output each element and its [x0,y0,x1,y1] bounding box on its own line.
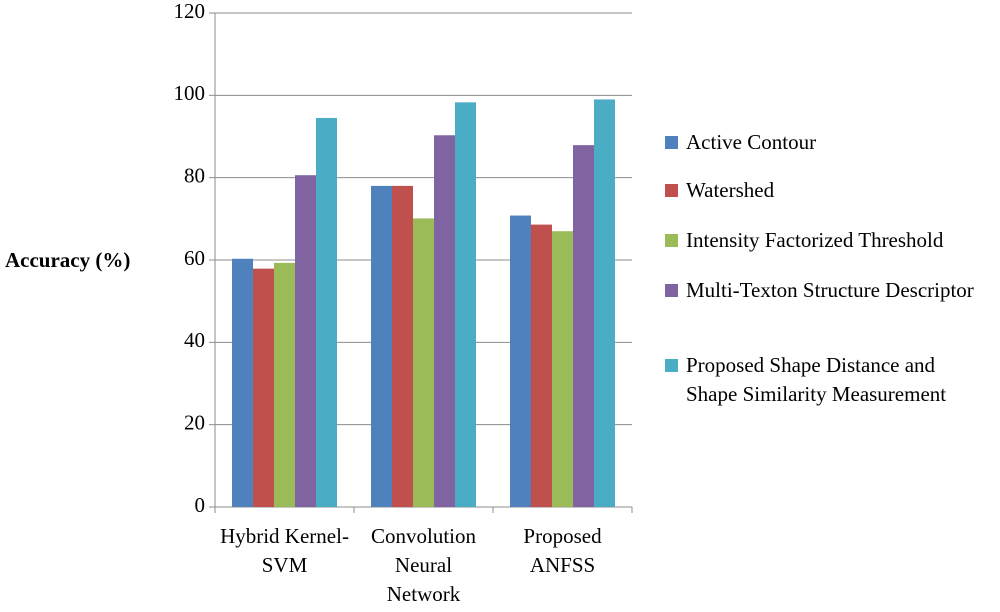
bar [392,185,413,507]
y-tick-label: 40 [184,328,205,352]
bar [552,231,573,507]
legend-item: Watershed [665,176,985,205]
y-tick-label: 20 [184,410,205,434]
legend-swatch [665,359,678,372]
x-tick-label: Convolution Neural Network [370,524,476,606]
y-tick-label: 100 [174,81,206,105]
legend-swatch [665,184,678,197]
bar [573,145,594,507]
legend-item: Proposed Shape Distance and Shape Simila… [665,351,985,409]
y-tick-label: 80 [184,163,205,187]
legend-swatch [665,136,678,149]
legend-label: Active Contour [686,130,817,154]
bar [274,262,295,507]
bar [510,215,531,508]
legend-swatch [665,234,678,247]
bar [531,224,552,507]
legend-label: Proposed Shape Distance and Shape Simila… [686,353,947,406]
legend-swatch [665,284,678,297]
bar [232,258,253,507]
bar [371,185,392,507]
legend-label: Multi-Texton Structure Descriptor [686,278,974,302]
legend-item: Intensity Factorized Threshold [665,226,985,255]
legend-label: Intensity Factorized Threshold [686,228,944,252]
y-tick-label: 0 [195,493,206,517]
bar [295,175,316,508]
bar [413,218,434,507]
y-tick-label: 60 [184,246,205,270]
x-tick-label: Hybrid Kernel-SVM [220,524,349,577]
legend-item: Active Contour [665,128,985,157]
bar [455,102,476,507]
y-axis-label: Accuracy (%) [5,248,130,272]
legend-item: Multi-Texton Structure Descriptor [665,276,985,305]
x-tick-label: Proposed ANFSS [523,524,602,577]
bar [594,99,615,507]
bar [253,268,274,507]
bar [316,117,337,507]
y-tick-label: 120 [174,0,206,23]
legend-label: Watershed [686,178,775,202]
bar [434,135,455,507]
